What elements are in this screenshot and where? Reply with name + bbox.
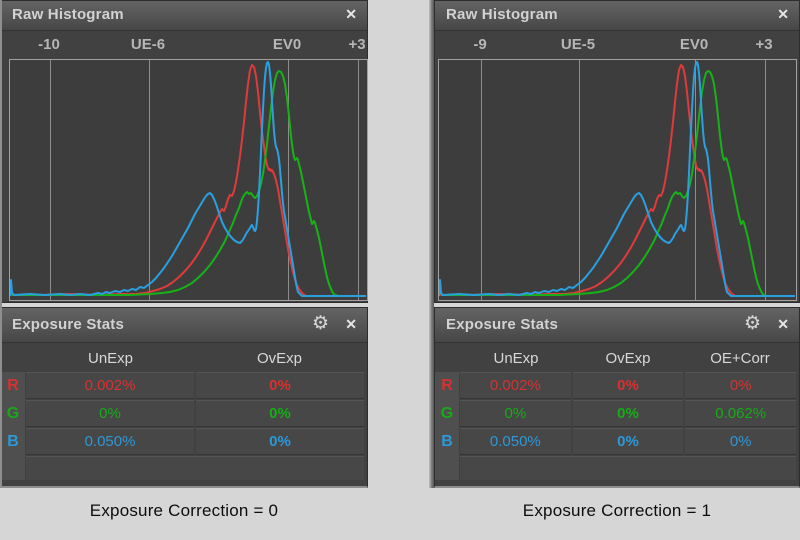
- channel-label-G: G: [6, 405, 20, 422]
- ev-axis-tick: UE-6: [130, 36, 166, 53]
- green-channel-curve: [10, 70, 365, 297]
- ev-axis-tick: EV0: [679, 36, 709, 53]
- close-icon[interactable]: ✕: [777, 6, 789, 22]
- histogram-plot: [438, 59, 797, 301]
- ev-gridline: [149, 60, 150, 300]
- ev-gridline: [579, 60, 580, 300]
- ev-axis-tick: -10: [38, 36, 60, 53]
- ev-gridline: [695, 60, 696, 300]
- exposure-stats-window: Exposure Stats ⚙ ✕ UnExp OvExp OE+Corr 0.0…: [434, 307, 800, 488]
- gear-icon[interactable]: ⚙: [311, 313, 329, 334]
- channel-label-G: G: [440, 405, 454, 422]
- green-channel-curve: [439, 70, 794, 297]
- window-title: Exposure Stats: [446, 316, 559, 333]
- channel-label-column: [435, 372, 459, 480]
- ev-gridline: [288, 60, 289, 300]
- stats-row-G: 0% 0% 0.062%: [460, 400, 797, 427]
- stats-column-header: OvExp: [605, 350, 651, 367]
- panel-group-right: Raw Histogram ✕ -9 UE-5 EV0 +3 Exposure Sta…: [429, 0, 800, 540]
- ev-axis-tick: +3: [755, 36, 773, 53]
- stats-cell: 0%: [572, 372, 684, 399]
- stats-column-header: OE+Corr: [710, 350, 770, 367]
- channel-label-B: B: [441, 433, 453, 450]
- histogram-plot: [9, 59, 368, 301]
- stats-cell: 0%: [196, 372, 364, 399]
- raw-histogram-titlebar[interactable]: Raw Histogram ✕: [435, 1, 799, 31]
- channel-label-R: R: [441, 377, 453, 394]
- red-channel-curve: [439, 64, 794, 297]
- channel-label-B: B: [7, 433, 19, 450]
- histogram-curves: [10, 61, 366, 297]
- stats-empty-row: [26, 456, 364, 480]
- raw-histogram-window: Raw Histogram ✕ -9 UE-5 EV0 +3: [434, 0, 800, 303]
- ev-gridline: [50, 60, 51, 300]
- panel-stack: Raw Histogram ✕ -9 UE-5 EV0 +3 Exposure Sta…: [434, 0, 800, 540]
- ev-gridline: [358, 60, 359, 300]
- panel-group-left: Raw Histogram ✕ -10 UE-6 EV0 +3 Exposure St…: [0, 0, 368, 540]
- blue-channel-curve: [439, 61, 795, 297]
- stats-cell: 0%: [572, 428, 684, 455]
- channel-label-R: R: [7, 377, 19, 394]
- close-icon[interactable]: ✕: [345, 316, 357, 332]
- red-channel-curve: [10, 64, 365, 297]
- window-title: Raw Histogram: [12, 6, 124, 23]
- stats-column-header: OvExp: [256, 350, 302, 367]
- stats-cell: 0%: [196, 428, 364, 455]
- raw-histogram-window: Raw Histogram ✕ -10 UE-6 EV0 +3: [0, 0, 368, 303]
- stats-empty-row: [460, 456, 796, 480]
- ev-axis-tick: UE-5: [560, 36, 596, 53]
- caption: Exposure Correction = 0: [89, 501, 279, 520]
- stats-cell: 0.050%: [460, 428, 571, 455]
- ev-axis-tick: EV0: [272, 36, 302, 53]
- close-icon[interactable]: ✕: [345, 6, 357, 22]
- close-icon[interactable]: ✕: [777, 316, 789, 332]
- histogram-curves: [439, 61, 795, 297]
- exposure-stats-titlebar[interactable]: Exposure Stats ⚙ ✕: [1, 308, 367, 343]
- stats-cell: 0.002%: [26, 372, 194, 399]
- raw-histogram-titlebar[interactable]: Raw Histogram ✕: [1, 1, 367, 31]
- stats-header-row: UnExp OvExp: [26, 346, 364, 372]
- stats-cell: 0%: [685, 428, 797, 455]
- channel-label-column: [1, 372, 25, 480]
- stats-cell: 0.002%: [460, 372, 571, 399]
- exposure-stats-titlebar[interactable]: Exposure Stats ⚙ ✕: [435, 308, 799, 343]
- stats-cell: 0%: [572, 400, 684, 427]
- stats-row-B: 0.050% 0%: [26, 428, 364, 455]
- stats-cell: 0.062%: [685, 400, 797, 427]
- panel-stack: Raw Histogram ✕ -10 UE-6 EV0 +3 Exposure St…: [0, 0, 368, 540]
- exposure-stats-window: Exposure Stats ⚙ ✕ UnExp OvExp 0.002% 0% 0%…: [0, 307, 368, 488]
- ev-axis-tick: +3: [348, 36, 366, 53]
- stats-row-R: 0.002% 0% 0%: [460, 372, 797, 399]
- window-edge: [0, 0, 2, 488]
- stats-header-row: UnExp OvExp OE+Corr: [460, 346, 796, 372]
- ev-axis-labels: -10 UE-6 EV0 +3: [1, 30, 367, 59]
- ev-axis-tick: -9: [473, 36, 487, 53]
- caption: Exposure Correction = 1: [522, 501, 712, 520]
- stats-cell: 0%: [685, 372, 797, 399]
- stats-row-B: 0.050% 0% 0%: [460, 428, 797, 455]
- dock-splitter[interactable]: [429, 0, 434, 488]
- blue-channel-curve: [10, 61, 366, 297]
- ev-gridline: [765, 60, 766, 300]
- ev-gridline: [481, 60, 482, 300]
- ev-axis-labels: -9 UE-5 EV0 +3: [435, 30, 799, 59]
- stats-cell: 0.050%: [26, 428, 194, 455]
- stats-column-header: UnExp: [493, 350, 539, 367]
- window-title: Raw Histogram: [446, 6, 558, 23]
- stats-cell: 0%: [196, 400, 364, 427]
- gear-icon[interactable]: ⚙: [743, 313, 761, 334]
- stats-cell: 0%: [460, 400, 571, 427]
- stats-row-G: 0% 0%: [26, 400, 364, 427]
- stats-row-R: 0.002% 0%: [26, 372, 364, 399]
- stats-column-header: UnExp: [87, 350, 134, 367]
- stats-cell: 0%: [26, 400, 194, 427]
- window-title: Exposure Stats: [12, 316, 125, 333]
